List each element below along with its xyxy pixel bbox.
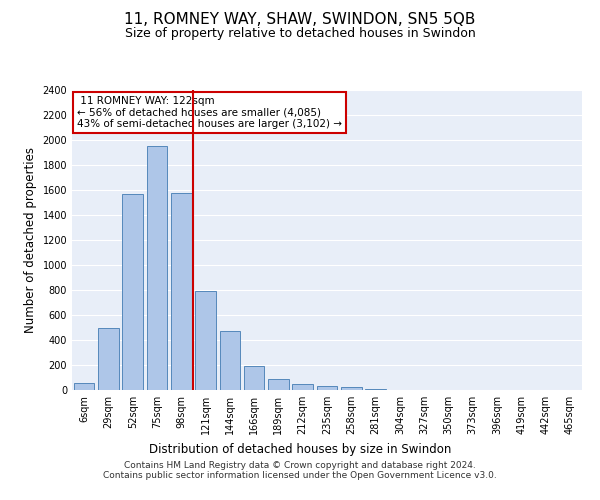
Bar: [146, 146, 167, 390]
Bar: [292, 384, 313, 390]
Bar: [317, 386, 337, 390]
Bar: [195, 291, 216, 390]
Bar: [244, 366, 265, 390]
Text: 11, ROMNEY WAY, SHAW, SWINDON, SN5 5QB: 11, ROMNEY WAY, SHAW, SWINDON, SN5 5QB: [124, 12, 476, 28]
Text: Distribution of detached houses by size in Swindon: Distribution of detached houses by size …: [149, 442, 451, 456]
Bar: [268, 379, 289, 390]
Bar: [74, 382, 94, 390]
Text: Contains HM Land Registry data © Crown copyright and database right 2024.
Contai: Contains HM Land Registry data © Crown c…: [103, 460, 497, 480]
Text: Size of property relative to detached houses in Swindon: Size of property relative to detached ho…: [125, 28, 475, 40]
Bar: [122, 194, 143, 390]
Bar: [98, 328, 119, 390]
Text: 11 ROMNEY WAY: 122sqm
← 56% of detached houses are smaller (4,085)
43% of semi-d: 11 ROMNEY WAY: 122sqm ← 56% of detached …: [77, 96, 342, 129]
Bar: [341, 387, 362, 390]
Bar: [220, 331, 240, 390]
Y-axis label: Number of detached properties: Number of detached properties: [24, 147, 37, 333]
Bar: [171, 192, 191, 390]
